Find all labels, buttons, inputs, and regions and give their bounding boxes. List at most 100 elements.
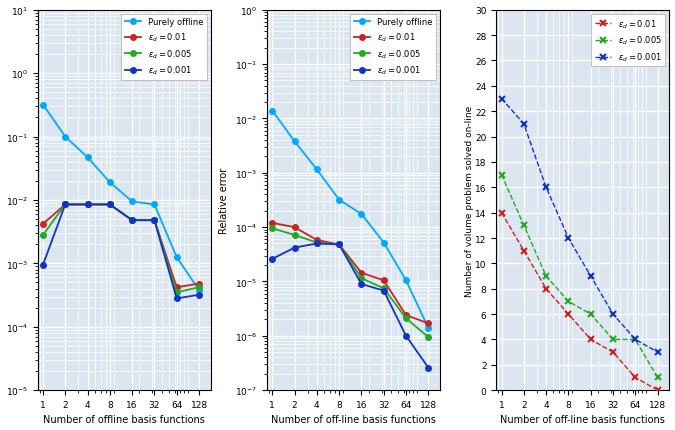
Purely offline [425,326,433,331]
$\varepsilon_d = 0.01$ [631,375,639,380]
Purely offline [61,135,70,140]
$\varepsilon_d = 0.001$ [497,97,506,102]
$\varepsilon_d = 0.001$ [520,122,528,127]
$\varepsilon_d = 0.005$ [542,274,550,279]
$\varepsilon_d = 0.001$ [173,296,181,301]
Purely offline [379,240,387,246]
$\varepsilon_d = 0.01$ [195,281,203,286]
$\varepsilon_d = 0.001$ [290,246,298,251]
Legend: $\varepsilon_d = 0.01$, $\varepsilon_d = 0.005$, $\varepsilon_d = 0.001$: $\varepsilon_d = 0.01$, $\varepsilon_d =… [591,15,666,67]
$\varepsilon_d = 0.001$ [587,274,595,279]
$\varepsilon_d = 0.001$ [106,203,114,208]
$\varepsilon_d = 0.001$ [564,236,572,241]
$\varepsilon_d = 0.005$ [631,337,639,342]
$\varepsilon_d = 0.005$ [39,233,47,238]
Purely offline [335,198,343,203]
$\varepsilon_d = 0.005$ [195,285,203,290]
$\varepsilon_d = 0.001$ [61,203,70,208]
$\varepsilon_d = 0.01$ [268,221,276,226]
Y-axis label: Number of volume problem solved on-line: Number of volume problem solved on-line [464,105,474,296]
$\varepsilon_d = 0.005$ [402,316,410,321]
Line: $\varepsilon_d = 0.01$: $\varepsilon_d = 0.01$ [40,202,202,290]
Purely offline [290,139,298,144]
$\varepsilon_d = 0.005$ [335,243,343,248]
$\varepsilon_d = 0.01$ [39,222,47,227]
Line: $\varepsilon_d = 0.001$: $\varepsilon_d = 0.001$ [269,241,431,371]
Line: $\varepsilon_d = 0.001$: $\varepsilon_d = 0.001$ [40,202,202,301]
$\varepsilon_d = 0.005$ [173,290,181,295]
$\varepsilon_d = 0.01$ [609,350,617,355]
$\varepsilon_d = 0.005$ [151,218,159,223]
Purely offline [128,200,136,205]
Purely offline [173,255,181,260]
$\varepsilon_d = 0.01$ [653,388,662,393]
Purely offline [151,203,159,208]
$\varepsilon_d = 0.01$ [587,337,595,342]
$\varepsilon_d = 0.005$ [587,312,595,317]
$\varepsilon_d = 0.005$ [609,337,617,342]
$\varepsilon_d = 0.001$ [402,333,410,338]
$\varepsilon_d = 0.005$ [497,172,506,178]
Line: $\varepsilon_d = 0.005$: $\varepsilon_d = 0.005$ [498,172,661,381]
$\varepsilon_d = 0.01$ [61,203,70,208]
$\varepsilon_d = 0.01$ [520,249,528,254]
$\varepsilon_d = 0.001$ [128,218,136,223]
Purely offline [84,155,92,160]
Legend: Purely offline, $\varepsilon_d = 0.01$, $\varepsilon_d = 0.005$, $\varepsilon_d : Purely offline, $\varepsilon_d = 0.01$, … [350,15,436,80]
X-axis label: Number of offline basis functions: Number of offline basis functions [43,415,205,424]
$\varepsilon_d = 0.005$ [128,218,136,223]
$\varepsilon_d = 0.005$ [84,203,92,208]
$\varepsilon_d = 0.005$ [564,299,572,304]
$\varepsilon_d = 0.01$ [542,286,550,292]
$\varepsilon_d = 0.01$ [357,270,365,276]
Purely offline [402,278,410,283]
$\varepsilon_d = 0.01$ [128,218,136,223]
$\varepsilon_d = 0.005$ [106,203,114,208]
$\varepsilon_d = 0.005$ [653,375,662,380]
$\varepsilon_d = 0.01$ [151,218,159,223]
$\varepsilon_d = 0.001$ [653,350,662,355]
$\varepsilon_d = 0.005$ [357,276,365,281]
$\varepsilon_d = 0.01$ [564,312,572,317]
$\varepsilon_d = 0.01$ [173,285,181,290]
$\varepsilon_d = 0.001$ [39,263,47,268]
X-axis label: Number of off-line basis functions: Number of off-line basis functions [500,415,666,424]
$\varepsilon_d = 0.001$ [151,218,159,223]
Line: Purely offline: Purely offline [40,102,202,293]
$\varepsilon_d = 0.001$ [379,289,387,294]
Y-axis label: Relative error: Relative error [219,167,230,233]
Line: $\varepsilon_d = 0.01$: $\varepsilon_d = 0.01$ [498,210,661,394]
Line: Purely offline: Purely offline [269,108,431,331]
$\varepsilon_d = 0.01$ [402,313,410,318]
$\varepsilon_d = 0.001$ [335,243,343,248]
$\varepsilon_d = 0.001$ [268,257,276,262]
$\varepsilon_d = 0.001$ [609,312,617,317]
$\varepsilon_d = 0.005$ [290,233,298,238]
$\varepsilon_d = 0.01$ [335,243,343,248]
$\varepsilon_d = 0.001$ [425,365,433,370]
$\varepsilon_d = 0.001$ [313,241,321,246]
$\varepsilon_d = 0.01$ [425,321,433,326]
Purely offline [357,212,365,217]
$\varepsilon_d = 0.005$ [61,203,70,208]
$\varepsilon_d = 0.01$ [290,225,298,230]
Line: $\varepsilon_d = 0.01$: $\varepsilon_d = 0.01$ [269,221,431,326]
Legend: Purely offline, $\varepsilon_d = 0.01$, $\varepsilon_d = 0.005$, $\varepsilon_d : Purely offline, $\varepsilon_d = 0.01$, … [122,15,207,80]
$\varepsilon_d = 0.01$ [106,203,114,208]
$\varepsilon_d = 0.001$ [542,185,550,190]
Line: $\varepsilon_d = 0.005$: $\varepsilon_d = 0.005$ [40,202,202,295]
$\varepsilon_d = 0.01$ [313,238,321,243]
Line: $\varepsilon_d = 0.001$: $\varepsilon_d = 0.001$ [498,96,661,356]
$\varepsilon_d = 0.005$ [379,286,387,291]
Purely offline [106,180,114,185]
Purely offline [268,109,276,114]
$\varepsilon_d = 0.005$ [313,240,321,246]
$\varepsilon_d = 0.01$ [84,203,92,208]
$\varepsilon_d = 0.005$ [268,226,276,231]
$\varepsilon_d = 0.01$ [379,278,387,283]
$\varepsilon_d = 0.005$ [520,223,528,228]
$\varepsilon_d = 0.001$ [84,203,92,208]
Line: $\varepsilon_d = 0.005$: $\varepsilon_d = 0.005$ [269,226,431,340]
Purely offline [39,103,47,108]
$\varepsilon_d = 0.01$ [497,211,506,216]
